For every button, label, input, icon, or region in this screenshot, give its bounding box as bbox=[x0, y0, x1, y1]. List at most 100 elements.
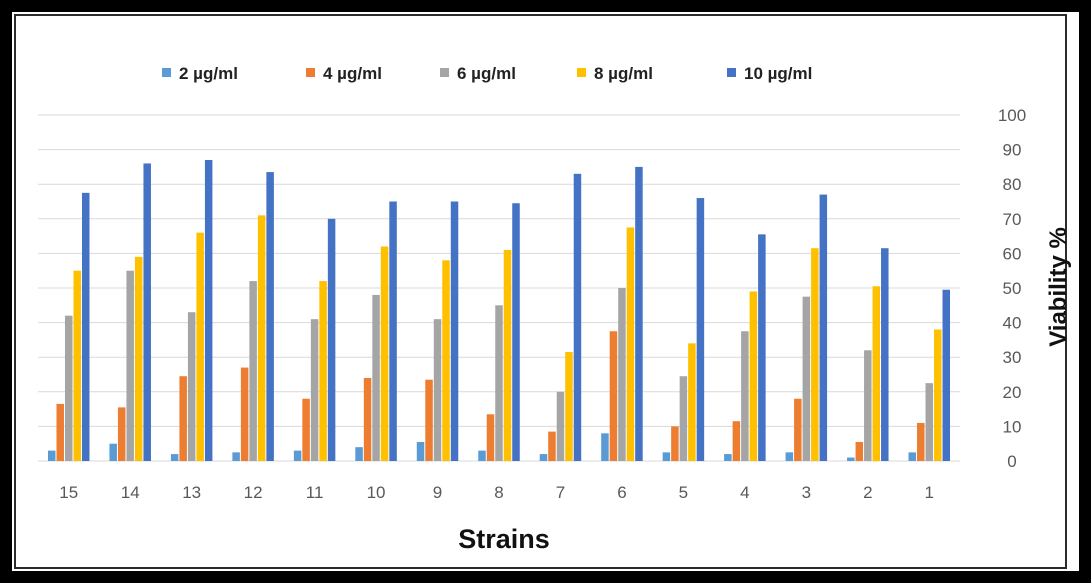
bar bbox=[696, 198, 705, 462]
bar bbox=[618, 288, 626, 461]
legend-swatch bbox=[440, 68, 449, 77]
bar bbox=[855, 441, 864, 461]
bar bbox=[794, 398, 802, 461]
bar bbox=[802, 296, 811, 461]
bar bbox=[319, 281, 327, 461]
bar bbox=[372, 294, 380, 461]
bar bbox=[109, 443, 117, 461]
bar bbox=[864, 350, 872, 461]
bar bbox=[389, 201, 397, 461]
bar bbox=[232, 452, 240, 461]
legend-label: 6 µg/ml bbox=[457, 64, 516, 83]
bar bbox=[601, 433, 609, 461]
bar bbox=[179, 376, 187, 461]
x-tick-label: 8 bbox=[494, 483, 503, 502]
legend-label: 10 µg/ml bbox=[744, 64, 812, 83]
bar bbox=[679, 376, 688, 461]
bar bbox=[293, 450, 302, 461]
bar bbox=[503, 249, 512, 461]
legend-label: 4 µg/ml bbox=[323, 64, 382, 83]
bar bbox=[872, 286, 881, 461]
bar bbox=[204, 159, 213, 462]
bar bbox=[495, 305, 503, 461]
bar bbox=[609, 331, 618, 461]
bar bbox=[811, 248, 819, 461]
x-tick-label: 12 bbox=[244, 483, 263, 502]
bar bbox=[732, 421, 741, 461]
bar bbox=[240, 367, 249, 461]
bar bbox=[724, 454, 732, 461]
y-tick-label: 50 bbox=[1003, 279, 1022, 298]
bar bbox=[749, 291, 758, 461]
bar bbox=[925, 383, 934, 461]
y-tick-label: 30 bbox=[1003, 348, 1022, 367]
bar bbox=[257, 215, 266, 461]
bar bbox=[117, 407, 126, 461]
bar bbox=[196, 232, 204, 461]
legend-swatch bbox=[162, 68, 171, 77]
bar bbox=[170, 454, 179, 461]
x-tick-label: 7 bbox=[556, 483, 565, 502]
y-tick-label: 100 bbox=[998, 106, 1026, 125]
bar bbox=[327, 218, 336, 461]
bar bbox=[47, 450, 56, 461]
bar bbox=[512, 203, 520, 462]
x-axis-ticks: 15 14 13 12 11 10 9 8 7 6 5 4 3 2 1 bbox=[59, 483, 934, 502]
bar bbox=[302, 398, 310, 461]
legend-swatch bbox=[306, 68, 315, 77]
bar bbox=[539, 454, 548, 461]
x-tick-label: 5 bbox=[679, 483, 688, 502]
x-tick-label: 15 bbox=[59, 483, 78, 502]
bar bbox=[908, 452, 917, 461]
bar bbox=[934, 329, 942, 461]
x-tick-label: 11 bbox=[306, 483, 324, 502]
chart-panel bbox=[14, 14, 1067, 569]
bar bbox=[573, 173, 582, 461]
bar bbox=[73, 270, 81, 461]
bar bbox=[56, 403, 64, 461]
bar bbox=[688, 343, 696, 461]
y-tick-label: 0 bbox=[1007, 452, 1016, 471]
y-tick-label: 20 bbox=[1003, 383, 1022, 402]
bar bbox=[847, 457, 855, 461]
bar bbox=[881, 248, 889, 461]
bar bbox=[662, 452, 671, 461]
bar bbox=[917, 422, 925, 461]
bar bbox=[942, 289, 951, 461]
y-axis-title: Viability % bbox=[1045, 227, 1072, 347]
bar bbox=[486, 414, 495, 461]
legend-swatch bbox=[577, 68, 586, 77]
bar bbox=[126, 270, 134, 461]
bar bbox=[548, 431, 556, 461]
bar bbox=[556, 391, 565, 461]
x-tick-label: 9 bbox=[433, 483, 442, 502]
bar bbox=[425, 379, 433, 461]
y-tick-label: 10 bbox=[1003, 417, 1022, 436]
x-tick-label: 2 bbox=[863, 483, 872, 502]
bar bbox=[478, 450, 486, 461]
x-tick-label: 13 bbox=[182, 483, 201, 502]
bar bbox=[187, 312, 196, 461]
bar bbox=[81, 192, 90, 461]
bar bbox=[819, 194, 828, 461]
bar bbox=[416, 441, 425, 461]
bar bbox=[741, 331, 749, 461]
bar bbox=[635, 166, 643, 461]
y-tick-label: 80 bbox=[1003, 175, 1022, 194]
legend-swatch bbox=[727, 68, 736, 77]
bar bbox=[143, 163, 151, 461]
legend: 2 µg/ml 4 µg/ml 6 µg/ml 8 µg/ml 10 µg/ml bbox=[162, 64, 812, 83]
y-tick-label: 70 bbox=[1003, 210, 1022, 229]
y-tick-label: 60 bbox=[1003, 244, 1022, 263]
bar bbox=[433, 319, 442, 461]
y-axis-ticks: 0 10 20 30 40 50 60 70 80 90 100 bbox=[998, 106, 1026, 471]
bar bbox=[134, 256, 143, 461]
bar bbox=[249, 281, 257, 461]
bar bbox=[442, 260, 450, 461]
legend-label: 2 µg/ml bbox=[179, 64, 238, 83]
bar bbox=[565, 352, 573, 461]
x-axis-title: Strains bbox=[458, 524, 550, 554]
x-tick-label: 3 bbox=[802, 483, 811, 502]
x-tick-label: 14 bbox=[121, 483, 140, 502]
